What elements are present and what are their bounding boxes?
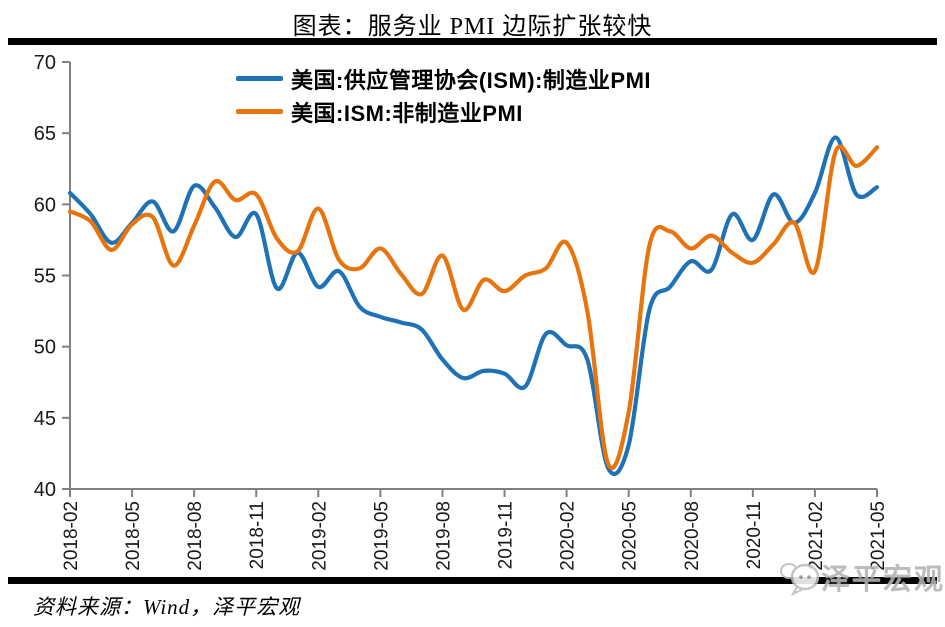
watermark: 泽平宏观 <box>779 556 945 598</box>
series-line-manufacturing-pmi <box>67 135 880 476</box>
svg-text:70: 70 <box>34 52 56 74</box>
legend-line-swatch-blue <box>236 76 283 81</box>
page-title: 图表：服务业 PMI 边际扩张较快 <box>292 14 653 40</box>
legend-line-swatch-orange <box>236 109 283 114</box>
svg-text:40: 40 <box>34 479 56 501</box>
svg-text:2019-11: 2019-11 <box>496 501 517 569</box>
svg-text:45: 45 <box>34 408 56 430</box>
svg-text:2021-02: 2021-02 <box>806 501 827 571</box>
svg-text:2018-02: 2018-02 <box>61 501 82 571</box>
svg-text:60: 60 <box>34 194 56 216</box>
svg-text:2018-08: 2018-08 <box>185 501 206 571</box>
svg-text:2020-11: 2020-11 <box>744 501 765 569</box>
series-line-nonmanufacturing-pmi <box>67 144 880 471</box>
svg-text:2019-05: 2019-05 <box>371 501 392 571</box>
top-rule <box>8 38 937 45</box>
speech-bubble-face-icon <box>780 563 820 597</box>
svg-text:2020-08: 2020-08 <box>682 501 703 571</box>
svg-text:2018-11: 2018-11 <box>247 501 268 569</box>
legend-label: 美国:供应管理协会(ISM):制造业PMI <box>291 67 652 93</box>
legend: 美国:供应管理协会(ISM):制造业PMI 美国:ISM:非制造业PMI <box>236 62 651 128</box>
x-axis-labels: 2018-02 2018-05 2018-08 2018-11 2019-02 2019-… <box>61 501 889 571</box>
svg-text:55: 55 <box>34 266 56 288</box>
svg-text:50: 50 <box>34 337 56 359</box>
svg-text:2021-05: 2021-05 <box>868 501 889 571</box>
legend-item-nonmanufacturing: 美国:ISM:非制造业PMI <box>236 95 651 128</box>
y-axis-labels: 40 45 50 55 60 65 70 <box>34 52 56 501</box>
source-note: 资料来源：Wind，泽平宏观 <box>33 595 301 619</box>
watermark-text: 泽平宏观 <box>821 564 945 596</box>
svg-text:65: 65 <box>34 123 56 145</box>
bottom-rule <box>8 577 937 584</box>
legend-label: 美国:ISM:非制造业PMI <box>291 100 523 126</box>
svg-text:2018-05: 2018-05 <box>123 501 144 571</box>
axes <box>62 61 878 497</box>
svg-text:2019-02: 2019-02 <box>309 501 330 571</box>
svg-text:2020-02: 2020-02 <box>558 501 579 571</box>
svg-text:2019-08: 2019-08 <box>433 501 454 571</box>
svg-text:2020-05: 2020-05 <box>620 501 641 571</box>
legend-item-manufacturing: 美国:供应管理协会(ISM):制造业PMI <box>236 62 651 95</box>
